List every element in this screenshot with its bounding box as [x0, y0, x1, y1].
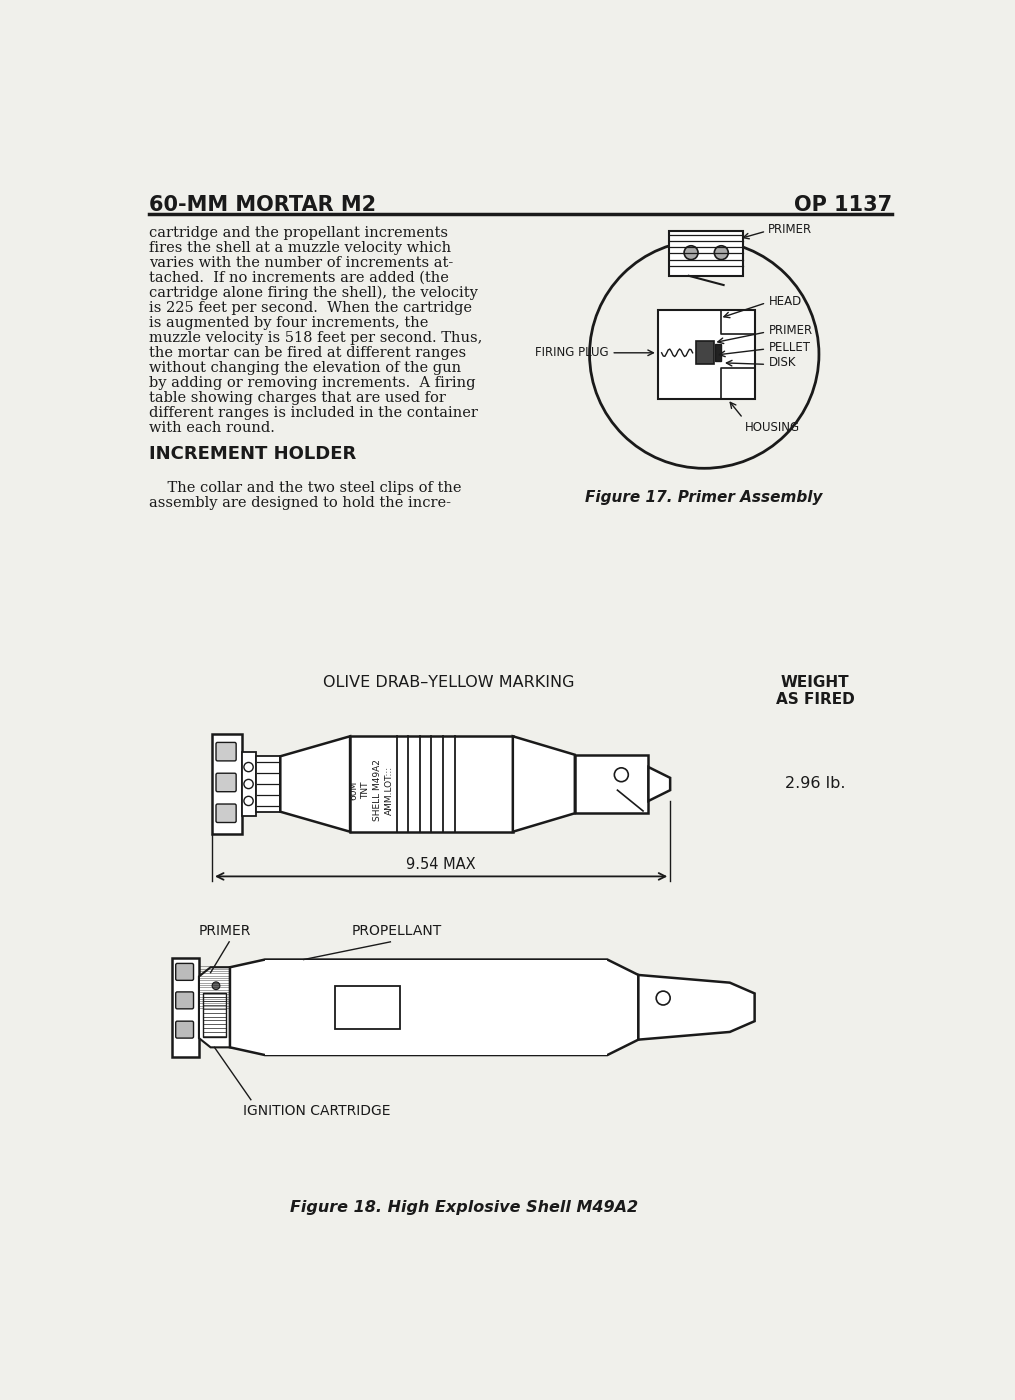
- Circle shape: [715, 246, 729, 259]
- Text: OLIVE DRAB–YELLOW MARKING: OLIVE DRAB–YELLOW MARKING: [323, 675, 574, 690]
- Text: by adding or removing increments.  A firing: by adding or removing increments. A firi…: [148, 377, 475, 391]
- Circle shape: [212, 1009, 220, 1018]
- Polygon shape: [513, 736, 574, 832]
- Circle shape: [657, 991, 670, 1005]
- Text: 60M
TNT
SHELL M49A2
AMM.LOT:::: 60M TNT SHELL M49A2 AMM.LOT:::: [349, 759, 394, 820]
- Polygon shape: [230, 959, 638, 1056]
- Text: 60-MM MORTAR M2: 60-MM MORTAR M2: [148, 195, 376, 216]
- Text: muzzle velocity is 518 feet per second. Thus,: muzzle velocity is 518 feet per second. …: [148, 330, 482, 344]
- Text: 9.54 MAX: 9.54 MAX: [406, 857, 476, 872]
- Polygon shape: [649, 767, 670, 801]
- Text: The collar and the two steel clips of the: The collar and the two steel clips of th…: [148, 480, 461, 494]
- FancyBboxPatch shape: [216, 804, 236, 823]
- Circle shape: [244, 763, 253, 771]
- FancyBboxPatch shape: [176, 1021, 194, 1039]
- Text: varies with the number of increments at-: varies with the number of increments at-: [148, 256, 453, 270]
- Text: is 225 feet per second.  When the cartridge: is 225 feet per second. When the cartrid…: [148, 301, 472, 315]
- Bar: [716, 344, 722, 361]
- Text: the mortar can be fired at different ranges: the mortar can be fired at different ran…: [148, 346, 466, 360]
- Text: INCREMENT HOLDER: INCREMENT HOLDER: [148, 445, 356, 463]
- Bar: [203, 994, 226, 1036]
- Text: OP 1137: OP 1137: [794, 195, 892, 216]
- Bar: [696, 342, 714, 364]
- Bar: [172, 958, 199, 1057]
- Circle shape: [684, 246, 698, 259]
- Text: HEAD: HEAD: [768, 295, 802, 308]
- Circle shape: [244, 797, 253, 805]
- Text: with each round.: with each round.: [148, 421, 274, 435]
- Text: PROPELLANT: PROPELLANT: [351, 924, 442, 938]
- Text: 2.96 lb.: 2.96 lb.: [785, 777, 845, 791]
- Text: different ranges is included in the container: different ranges is included in the cont…: [148, 406, 477, 420]
- FancyBboxPatch shape: [216, 742, 236, 762]
- Text: HOUSING: HOUSING: [745, 420, 800, 434]
- Circle shape: [244, 780, 253, 788]
- Text: table showing charges that are used for: table showing charges that are used for: [148, 391, 446, 405]
- Text: WEIGHT
AS FIRED: WEIGHT AS FIRED: [775, 675, 855, 707]
- Bar: [265, 959, 607, 1056]
- Text: fires the shell at a muzzle velocity which: fires the shell at a muzzle velocity whi…: [148, 241, 451, 255]
- Bar: [256, 756, 280, 812]
- Text: IGNITION CARTRIDGE: IGNITION CARTRIDGE: [244, 1103, 391, 1117]
- Bar: [335, 986, 401, 1029]
- FancyBboxPatch shape: [176, 991, 194, 1009]
- Bar: [658, 311, 754, 399]
- Bar: [212, 734, 242, 834]
- Text: PRIMER: PRIMER: [198, 924, 251, 938]
- FancyBboxPatch shape: [216, 773, 236, 792]
- Text: FIRING PLUG: FIRING PLUG: [535, 346, 609, 360]
- Bar: [242, 752, 256, 816]
- Text: tached.  If no increments are added (the: tached. If no increments are added (the: [148, 270, 449, 284]
- Text: cartridge and the propellant increments: cartridge and the propellant increments: [148, 225, 448, 239]
- Polygon shape: [199, 967, 242, 1047]
- Text: without changing the elevation of the gun: without changing the elevation of the gu…: [148, 361, 461, 375]
- Bar: [669, 231, 743, 276]
- Bar: [574, 755, 649, 813]
- Circle shape: [212, 995, 220, 1004]
- Text: cartridge alone firing the shell), the velocity: cartridge alone firing the shell), the v…: [148, 286, 477, 300]
- Polygon shape: [638, 974, 754, 1040]
- Text: assembly are designed to hold the incre-: assembly are designed to hold the incre-: [148, 496, 451, 510]
- Circle shape: [614, 767, 628, 781]
- Text: PRIMER: PRIMER: [768, 323, 813, 337]
- Text: Figure 17. Primer Assembly: Figure 17. Primer Assembly: [586, 490, 823, 505]
- Text: is augmented by four increments, the: is augmented by four increments, the: [148, 316, 428, 330]
- Circle shape: [212, 981, 220, 990]
- Text: PELLET: PELLET: [768, 342, 811, 354]
- Text: PRIMER: PRIMER: [767, 223, 812, 237]
- Text: DISK: DISK: [768, 357, 796, 370]
- Polygon shape: [280, 736, 350, 832]
- Text: Figure 18. High Explosive Shell M49A2: Figure 18. High Explosive Shell M49A2: [290, 1200, 638, 1215]
- FancyBboxPatch shape: [176, 963, 194, 980]
- Bar: [350, 736, 513, 832]
